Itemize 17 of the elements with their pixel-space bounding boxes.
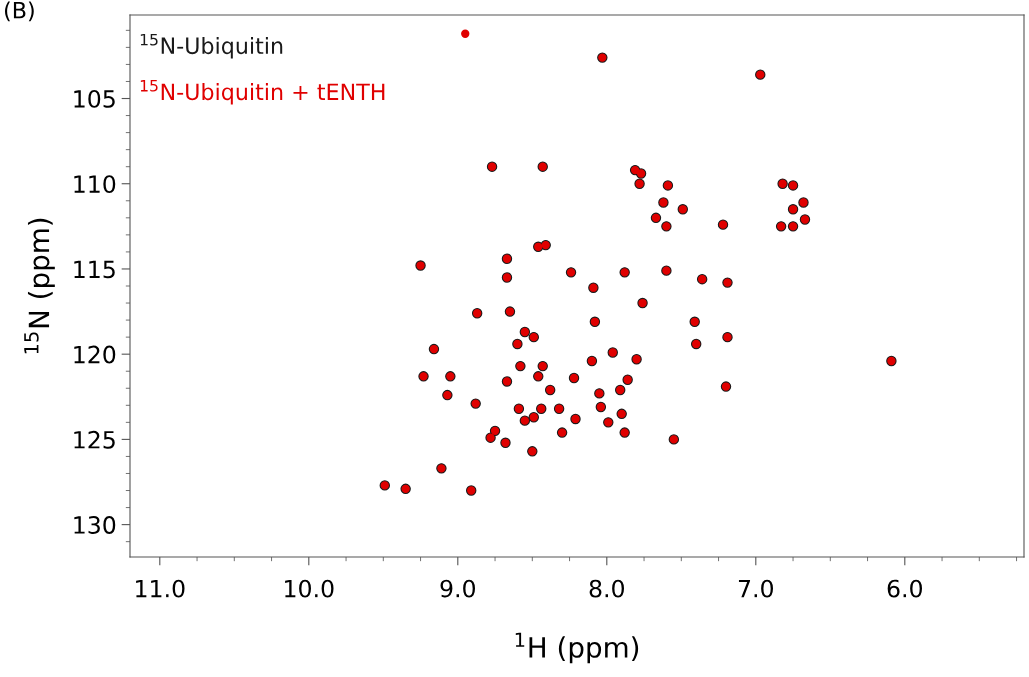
x-tick-label: 9.0 — [440, 579, 476, 598]
x-tick-label: 7.0 — [738, 579, 774, 598]
y-tick-label: 105 — [74, 89, 115, 108]
x-axis-title: $^{1}$H (ppm) — [515, 632, 639, 664]
text: $^{15}$N-Ubiquitin — [140, 33, 283, 59]
y-tick-label: 120 — [74, 345, 116, 364]
y-tick-label: 125 — [74, 430, 115, 449]
x-tick-label: 10.0 — [285, 579, 334, 598]
x-tick-label: 11.0 — [136, 579, 185, 598]
text: $^{15}$N-Ubiquitin + tENTH — [140, 80, 385, 105]
x-tick-label: 6.0 — [887, 579, 923, 598]
y-tick-label: 115 — [74, 260, 115, 279]
text: (B) — [5, 1, 34, 22]
y-axis-title: $^{15}$N (ppm) — [24, 218, 55, 354]
x-tick-label: 8.0 — [589, 579, 625, 598]
y-tick-label: 110 — [74, 175, 116, 194]
y-tick-label: 130 — [74, 516, 116, 534]
